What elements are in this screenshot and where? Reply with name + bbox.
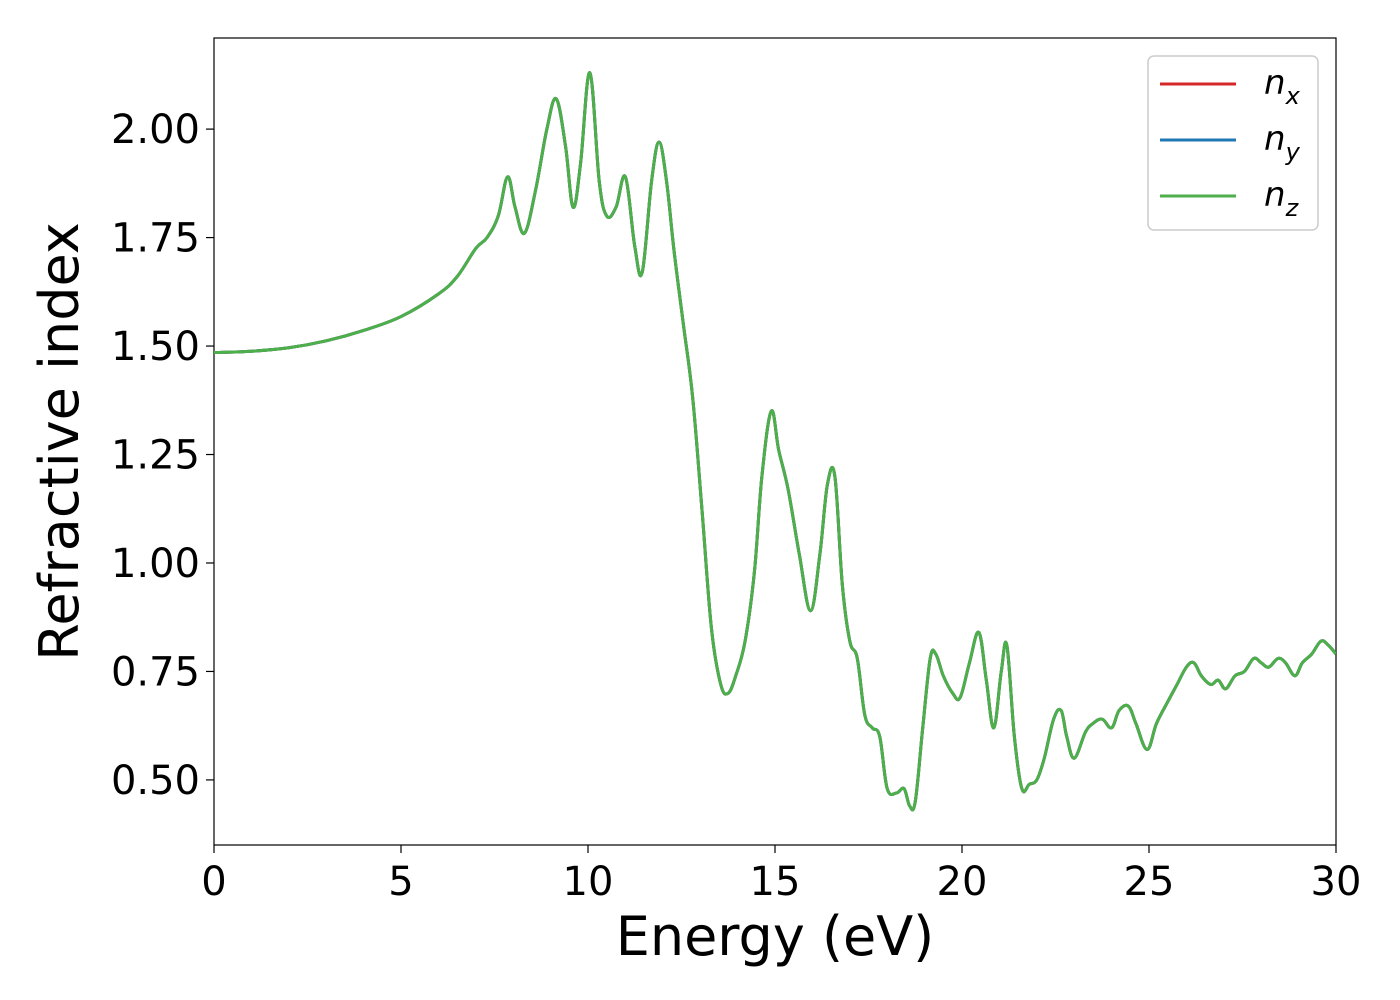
y-tick-label: 2.00: [111, 107, 200, 153]
y-tick-label: 0.75: [111, 649, 200, 695]
legend-label-n-x: nx: [1264, 63, 1301, 110]
legend-label-n-z: nz: [1264, 175, 1300, 222]
y-tick-label: 1.75: [111, 216, 200, 262]
x-tick-label: 15: [750, 859, 801, 905]
y-tick-label: 1.00: [111, 541, 200, 587]
y-tick-label: 1.25: [111, 433, 200, 479]
legend-label-n-y: ny: [1264, 119, 1301, 166]
series-line-n-z: [214, 71, 1336, 812]
legend: nx ny nz: [1147, 55, 1319, 231]
legend-box: [1147, 55, 1319, 231]
y-tick-label: 0.50: [111, 758, 200, 804]
x-tick-label: 30: [1311, 859, 1362, 905]
y-axis: 0.50 0.75 1.00 1.25 1.50 1.75 2.00: [111, 107, 214, 804]
x-tick-label: 0: [201, 859, 226, 905]
x-axis: 0 5 10 15 20 25 30: [201, 845, 1361, 905]
x-axis-title: Energy (eV): [616, 905, 935, 968]
series-layer: [214, 71, 1336, 812]
x-tick-label: 10: [563, 859, 614, 905]
x-tick-label: 5: [388, 859, 413, 905]
y-axis-title: Refractive index: [28, 222, 91, 661]
y-tick-label: 1.50: [111, 324, 200, 370]
x-tick-label: 25: [1124, 859, 1175, 905]
x-tick-label: 20: [937, 859, 988, 905]
